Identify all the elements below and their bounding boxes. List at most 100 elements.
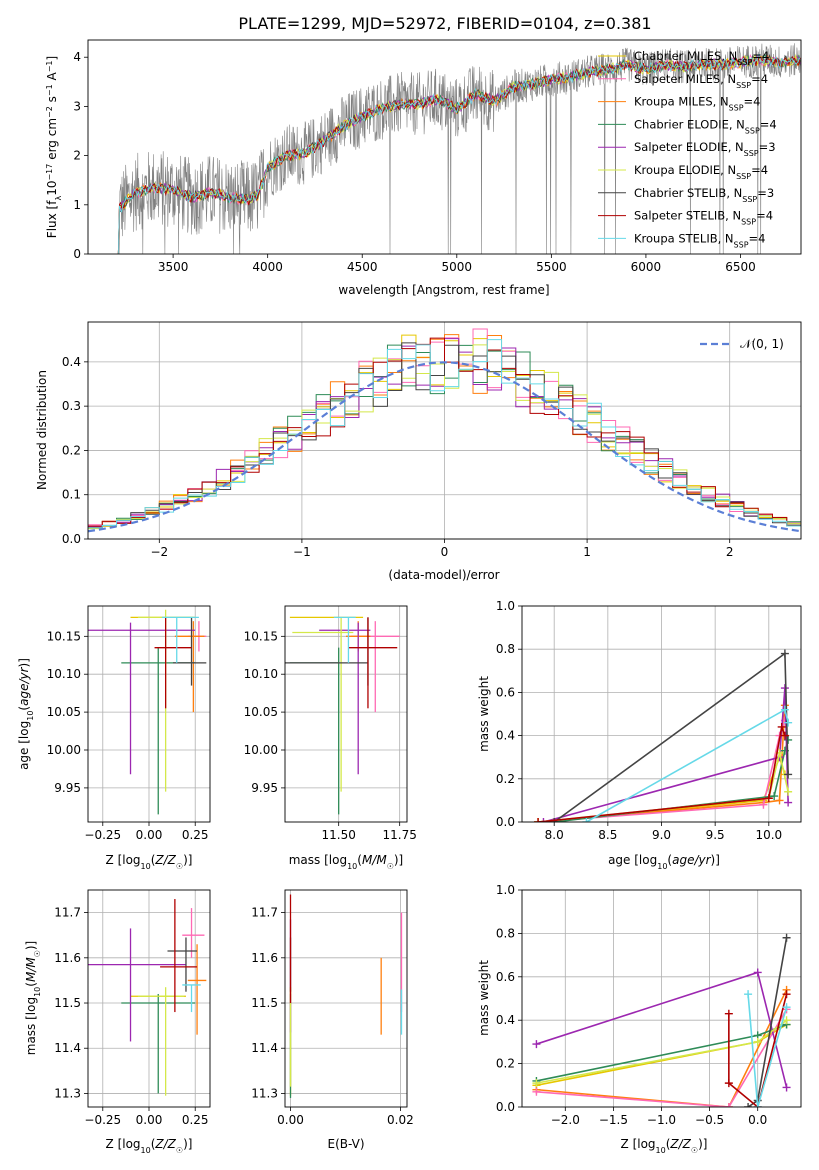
y-tick-label: 0.6 [496, 685, 515, 699]
legend-label: Salpeter STELIB, NSSP=4 [634, 209, 773, 227]
y-tick-label: 0.6 [496, 970, 515, 984]
y-axis-label-part: 10 [45, 181, 59, 196]
y-tick-label: 9.95 [251, 781, 278, 795]
legend-label: Salpeter ELODIE, NSSP=3 [634, 140, 776, 158]
x-tick-label: −2.0 [551, 1113, 580, 1127]
y-tick-label: 10.10 [47, 667, 81, 681]
weight-marker [770, 792, 779, 801]
x-axis-label: Z [log10(Z/Z☉)] [621, 1137, 708, 1155]
y-axis-label-part: −1 [45, 84, 54, 96]
chart-residual-distribution: −2 −1 0 1 2 0.0 0.1 0.2 0.3 0.4 𝒩(0, 1) (data-model… [35, 321, 802, 582]
y-tick-label: 0.4 [496, 729, 515, 743]
y-axis-label-part: )] [17, 658, 31, 667]
histogram-step [88, 337, 801, 528]
y-axis-label-part: s [45, 96, 59, 106]
y-tick-label: 1.0 [496, 883, 515, 897]
x-axis-label: age [log10(age/yr)] [608, 853, 720, 871]
x-axis-label-part: )] [183, 1137, 192, 1151]
x-axis-label: Z [log10(Z/Z☉)] [106, 853, 193, 871]
y-axis-label: age [log10(age/yr)] [17, 658, 35, 770]
legend-label-part: =4 [752, 49, 769, 63]
legend-label-part: =3 [759, 140, 776, 154]
x-tick-label: 0.00 [136, 1113, 163, 1127]
y-tick-label: 11.3 [54, 1086, 81, 1100]
y-tick-label: 10.00 [47, 743, 81, 757]
y-tick-label: 10.00 [244, 743, 278, 757]
x-axis-label-part: ☉ [691, 1146, 698, 1155]
y-axis-label: mass weight [477, 960, 491, 1036]
x-axis-label-part: Z/Z [669, 1137, 691, 1151]
x-axis-label-part: Z/Z [154, 1137, 176, 1151]
x-axis-label-part: 10 [347, 862, 357, 871]
chart-mass-weight-vs-age: 8.0 8.5 9.0 9.5 10.0 0.0 0.2 0.4 0.6 0.8 1.0 mass w… [477, 599, 802, 842]
y-tick-label: 11.7 [251, 906, 278, 920]
x-axis-label-part: M/M [362, 853, 387, 867]
x-axis-label: wavelength [Angstrom, rest frame] [338, 283, 549, 297]
y-axis-label-part: ( [17, 706, 31, 711]
x-tick-label: 9.5 [706, 828, 725, 842]
x-tick-label: 11.50 [322, 828, 356, 842]
x-tick-label: −1.0 [647, 1113, 676, 1127]
x-axis-label-part: Z [log [106, 853, 141, 867]
y-axis-label-part: ☉ [33, 950, 42, 957]
y-tick-label: 3 [73, 99, 81, 113]
y-axis-label: Flux [fλ10−17 erg cm−2 s−1 A−1] [45, 56, 63, 238]
model-spectrum-line [117, 54, 801, 254]
weight-marker [744, 1103, 753, 1107]
legend-label-part: SSP [745, 126, 760, 135]
y-tick-label: 1 [73, 198, 81, 212]
x-tick-label: −1 [293, 545, 311, 559]
legend-label-part: SSP [741, 217, 756, 226]
legend-label-part: SSP [742, 194, 757, 203]
axes-frame [87, 39, 802, 255]
x-axis-label: (data-model)/error [388, 568, 499, 582]
weight-marker [784, 798, 793, 807]
y-axis-label-part: 10 [26, 711, 35, 721]
legend-label: Kroupa STELIB, NSSP=4 [634, 231, 765, 249]
y-tick-label: 0 [73, 247, 81, 261]
x-tick-label: 1 [583, 545, 591, 559]
legend-label-part: SSP [729, 103, 744, 112]
x-axis-label-part: Z [log [621, 1137, 656, 1151]
y-tick-label: 4 [73, 50, 81, 64]
x-tick-label: 5000 [442, 260, 473, 274]
legend-label-part: SSP [737, 58, 752, 67]
y-tick-label: 10.10 [244, 667, 278, 681]
weight-marker [782, 933, 791, 942]
x-axis-label-part: )] [183, 853, 192, 867]
x-tick-label: 6500 [725, 260, 756, 274]
y-tick-label: 0.2 [496, 1057, 515, 1071]
chart-mass-vs-Z: −0.25 0.00 0.25 11.3 11.4 11.5 11.6 11.7 [54, 889, 211, 1127]
y-axis-label-part: Flux [f [45, 200, 59, 238]
y-axis-label-part: M/M [24, 957, 38, 982]
weight-marker [539, 818, 548, 822]
x-tick-label: 2 [726, 545, 734, 559]
y-axis-label-part: age/yr [17, 666, 31, 705]
x-tick-label: 4000 [252, 260, 283, 274]
x-axis-label-part: Z/Z [154, 853, 176, 867]
x-axis-label: E(B-V) [327, 1137, 364, 1151]
y-tick-label: 0.2 [62, 443, 81, 457]
x-tick-label: 6000 [631, 260, 662, 274]
x-axis-label-part: age/yr [672, 853, 711, 867]
chart-spectrum: 3500 4000 4500 5000 5500 6000 6500 0 1 2 3 4 wavelen… [73, 39, 802, 297]
weight-marker [782, 990, 791, 999]
legend-label: Kroupa MILES, NSSP=4 [634, 95, 760, 113]
x-axis-label-part: ☉ [387, 862, 394, 871]
model-spectrum-line [117, 53, 801, 254]
chart-mass-vs-EBV: 0.00 0.02 11.3 11.4 11.5 11.6 11.7 E(B-V) [251, 889, 414, 1151]
axes-frame [284, 889, 408, 1108]
x-tick-label: 0 [441, 545, 449, 559]
y-tick-label: 0.8 [496, 926, 515, 940]
y-tick-label: 11.3 [251, 1086, 278, 1100]
y-tick-label: 0.1 [62, 488, 81, 502]
legend-label-part: =4 [751, 72, 768, 86]
weight-marker [534, 818, 543, 822]
x-axis-label-part: Z [log [106, 1137, 141, 1151]
legend-label: Chabrier MILES, NSSP=4 [634, 49, 769, 67]
plot-area-mass-weight-vs-age [534, 649, 793, 822]
legend-label-part: =4 [749, 231, 766, 245]
y-axis-label-part: )] [24, 941, 38, 950]
weight-marker [764, 794, 773, 803]
y-tick-label: 0.8 [496, 642, 515, 656]
